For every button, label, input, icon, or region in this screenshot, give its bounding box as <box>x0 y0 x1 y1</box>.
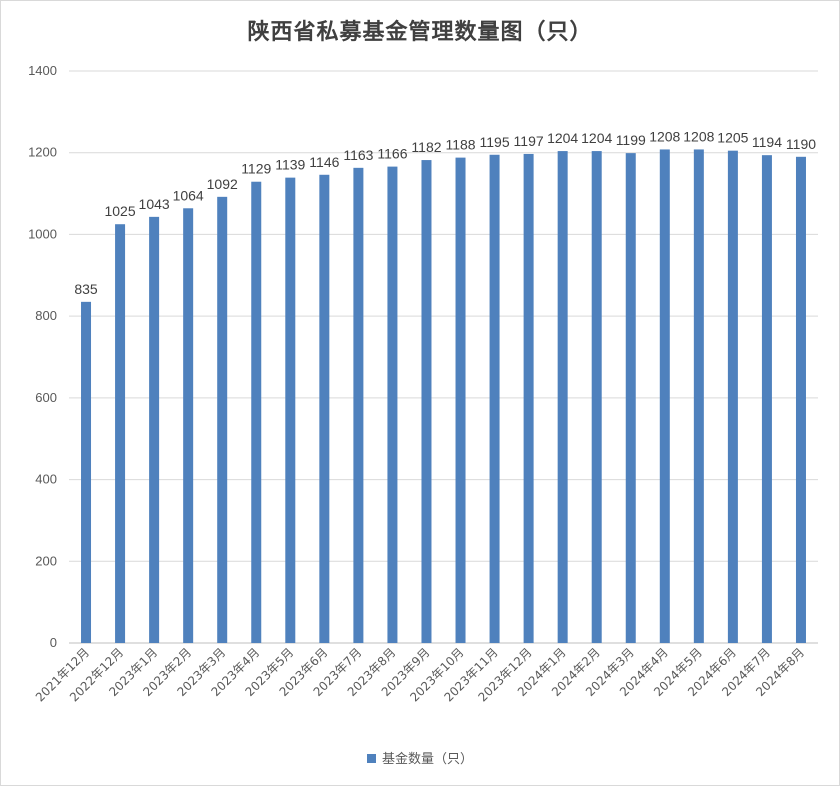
data-label: 1163 <box>343 147 373 163</box>
legend: 基金数量（只） <box>0 748 840 767</box>
data-label: 1208 <box>683 128 714 144</box>
y-tick-label: 600 <box>35 390 57 405</box>
bar <box>115 224 126 643</box>
y-tick-label: 400 <box>35 472 57 487</box>
y-tick-label: 1400 <box>28 63 57 78</box>
data-label: 1129 <box>241 161 271 177</box>
bar <box>591 151 602 643</box>
y-axis-ticks: 0 200 400 600 800 1000 1200 1400 <box>28 63 57 650</box>
data-label: 1025 <box>104 203 135 219</box>
data-label: 1204 <box>581 130 612 146</box>
y-tick-label: 1000 <box>28 226 57 241</box>
bar <box>557 151 568 643</box>
data-label: 1208 <box>649 128 680 144</box>
bar <box>727 150 738 643</box>
bar <box>319 174 330 643</box>
data-label: 1182 <box>411 139 441 155</box>
bars <box>81 149 806 644</box>
data-label: 1146 <box>309 154 339 170</box>
legend-label: 基金数量（只） <box>381 752 473 767</box>
legend-swatch <box>366 754 376 763</box>
data-label: 1197 <box>514 133 544 149</box>
data-label: 1064 <box>173 187 204 203</box>
bar <box>285 177 296 643</box>
data-label: 1205 <box>717 130 748 146</box>
bar <box>489 154 500 643</box>
data-label: 1139 <box>275 157 305 173</box>
data-label: 1204 <box>547 130 578 146</box>
bar <box>625 153 636 643</box>
data-label: 1188 <box>445 137 475 153</box>
chart-title: 陕西省私募基金管理数量图（只） <box>247 19 593 45</box>
bar <box>523 153 534 643</box>
bar <box>353 167 364 643</box>
data-label: 1166 <box>377 146 407 162</box>
bar <box>149 216 160 644</box>
gridlines <box>69 70 818 644</box>
data-label: 1195 <box>480 134 510 150</box>
bar <box>659 149 670 643</box>
bar <box>795 156 806 644</box>
data-label: 1043 <box>139 196 170 212</box>
bar <box>761 155 772 643</box>
bar <box>693 149 704 643</box>
data-label: 1092 <box>207 176 238 192</box>
data-label: 1190 <box>786 136 816 152</box>
data-label: 1199 <box>616 132 646 148</box>
bar <box>217 196 228 643</box>
data-label: 835 <box>74 281 98 297</box>
bar <box>81 301 92 643</box>
data-label: 1194 <box>752 134 782 150</box>
y-tick-label: 1200 <box>28 145 57 160</box>
bar <box>387 166 398 643</box>
x-axis-categories: 2021年12月2022年12月2023年1月2023年2月2023年3月202… <box>33 645 807 704</box>
y-tick-label: 200 <box>35 553 57 568</box>
bar <box>421 160 432 643</box>
bar <box>251 181 262 644</box>
bar <box>455 157 466 644</box>
y-tick-label: 800 <box>35 308 57 323</box>
bar <box>183 208 194 643</box>
y-tick-label: 0 <box>50 635 57 650</box>
